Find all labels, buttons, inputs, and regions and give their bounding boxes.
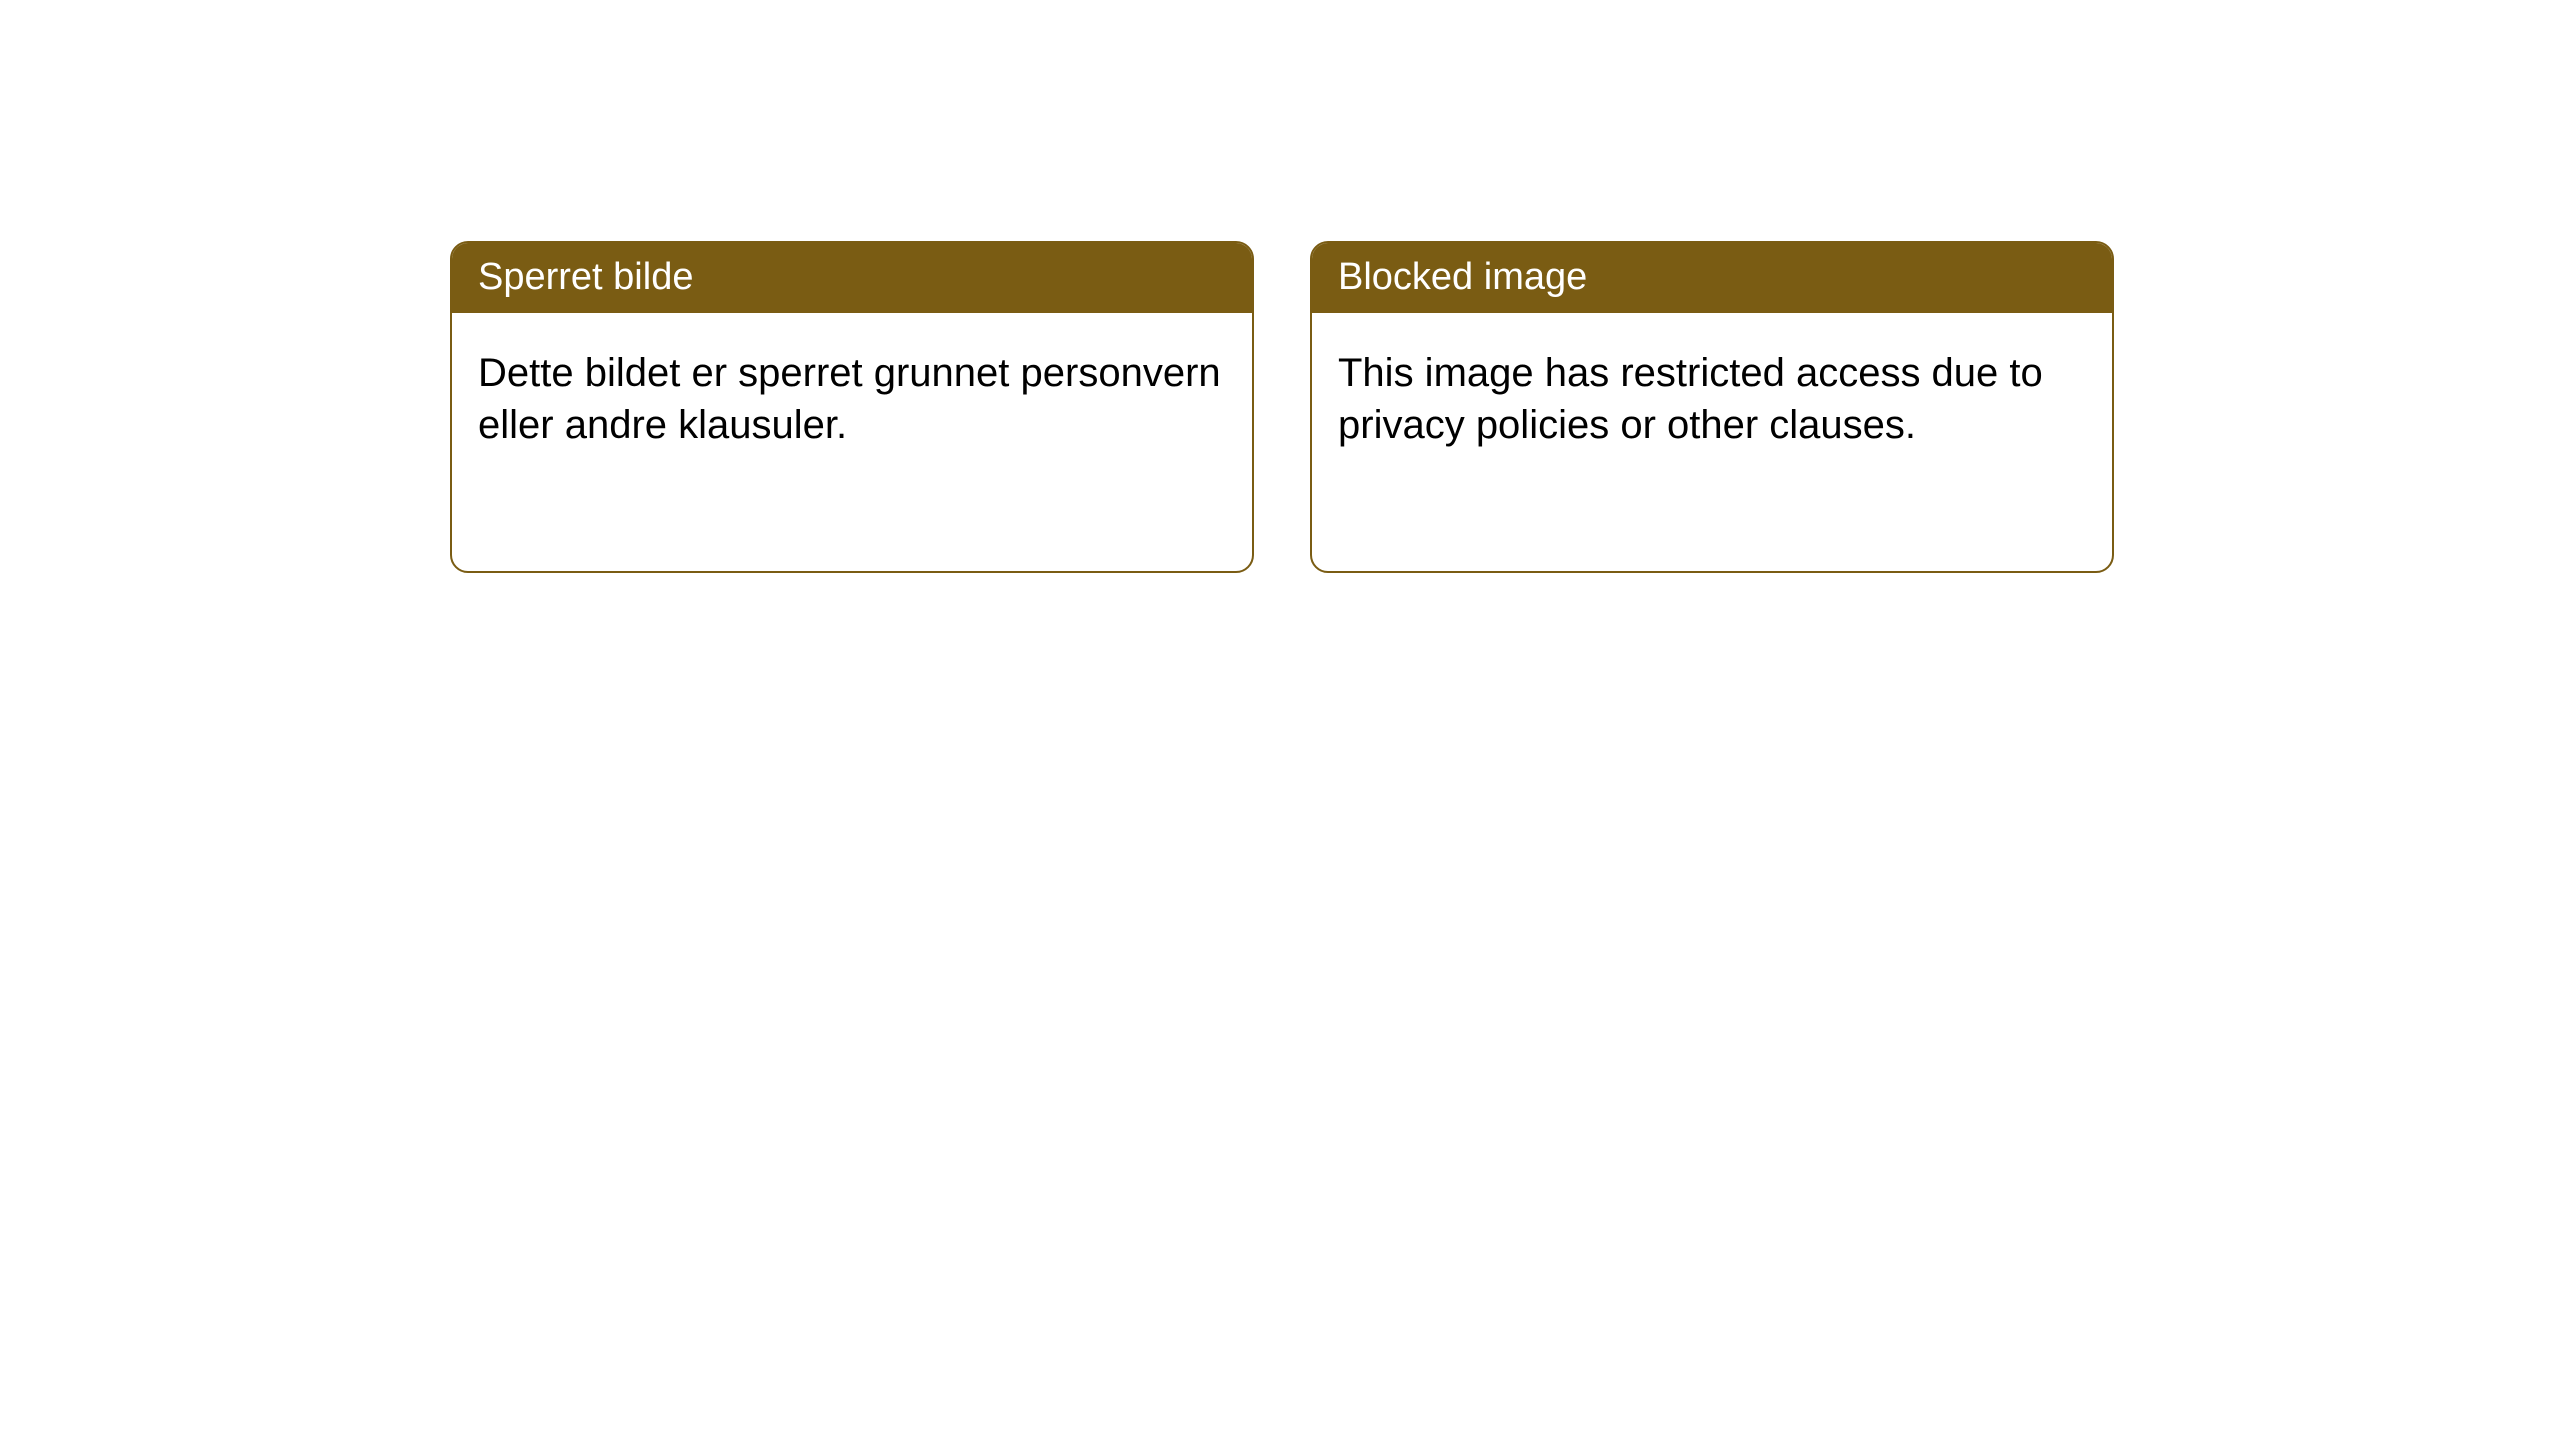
notice-cards-container: Sperret bilde Dette bildet er sperret gr… (450, 241, 2114, 573)
notice-card-header: Blocked image (1312, 243, 2112, 313)
notice-card-body: Dette bildet er sperret grunnet personve… (452, 313, 1252, 485)
notice-card-norwegian: Sperret bilde Dette bildet er sperret gr… (450, 241, 1254, 573)
notice-card-body: This image has restricted access due to … (1312, 313, 2112, 485)
notice-card-english: Blocked image This image has restricted … (1310, 241, 2114, 573)
notice-card-header: Sperret bilde (452, 243, 1252, 313)
